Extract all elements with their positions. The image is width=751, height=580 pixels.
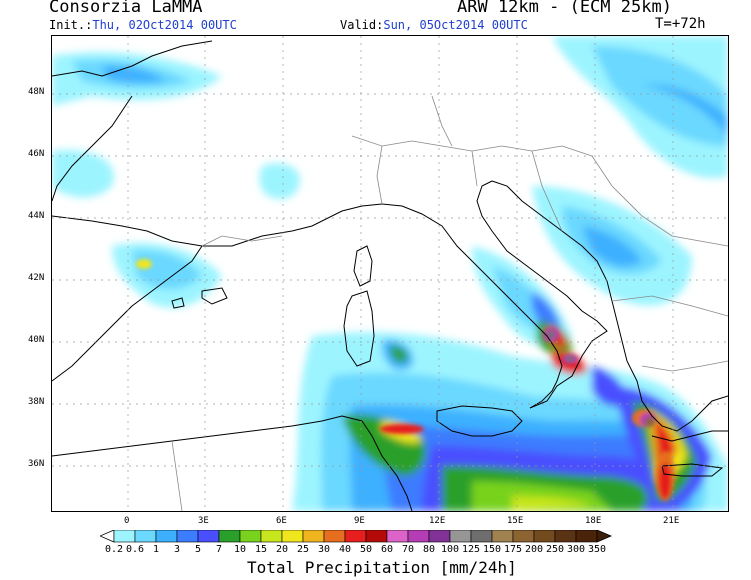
- colorbar-swatch: [575, 530, 598, 543]
- colorbar-swatch: [302, 530, 325, 543]
- colorbar-swatch: [554, 530, 577, 543]
- lat-label: 38N: [28, 397, 45, 407]
- colorbar-swatch: [239, 530, 262, 543]
- colorbar-level-label: 60: [381, 544, 394, 555]
- country-borders: [171, 95, 728, 511]
- colorbar-swatch: [428, 530, 451, 543]
- colorbar-level-label: 175: [504, 544, 523, 555]
- init-value: Thu, 02Oct2014 00UTC: [92, 18, 237, 32]
- map-canvas: [52, 36, 728, 511]
- precip-cores: [136, 259, 675, 501]
- colorbar-swatch: [323, 530, 346, 543]
- lon-label: 0: [124, 516, 130, 526]
- graticule: [52, 36, 728, 511]
- forecast-step: T=+72h: [655, 16, 706, 32]
- colorbar-level-label: 15: [255, 544, 268, 555]
- colorbar-swatch: [176, 530, 199, 543]
- colorbar-level-label: 0.6: [126, 544, 145, 555]
- colorbar-level-label: 300: [567, 544, 586, 555]
- colorbar-title: Total Precipitation [mm/24h]: [247, 558, 517, 577]
- colorbar-level-label: 30: [318, 544, 331, 555]
- colorbar-arrow-left: [100, 530, 115, 543]
- colorbar-swatch: [386, 530, 409, 543]
- colorbar-level-label: 80: [423, 544, 436, 555]
- colorbar-swatch: [197, 530, 220, 543]
- lat-label: 48N: [28, 87, 45, 97]
- lon-label: 18E: [585, 516, 602, 526]
- colorbar-swatch: [365, 530, 388, 543]
- colorbar-level-label: 150: [483, 544, 502, 555]
- valid-value: Sun, 05Oct2014 00UTC: [383, 18, 528, 32]
- lon-label: 6E: [276, 516, 287, 526]
- colorbar-level-label: 20: [276, 544, 289, 555]
- precip-field: [52, 36, 728, 511]
- colorbar-level-label: 350: [588, 544, 607, 555]
- colorbar-level-label: 10: [234, 544, 247, 555]
- lat-label: 42N: [28, 273, 45, 283]
- colorbar-level-label: 3: [174, 544, 181, 555]
- colorbar-level-label: 125: [462, 544, 481, 555]
- colorbar-swatch: [155, 530, 178, 543]
- org-title: Consorzia LaMMA: [49, 0, 203, 17]
- colorbar-level-label: 70: [402, 544, 415, 555]
- lat-label: 36N: [28, 459, 45, 469]
- lon-label: 9E: [354, 516, 365, 526]
- colorbar-level-label: 200: [525, 544, 544, 555]
- colorbar-swatch: [491, 530, 514, 543]
- colorbar-swatch: [533, 530, 556, 543]
- colorbar-level-label: 25: [297, 544, 310, 555]
- colorbar-swatch: [344, 530, 367, 543]
- colorbar: [100, 530, 613, 543]
- colorbar-level-label: 250: [546, 544, 565, 555]
- colorbar-swatch: [407, 530, 430, 543]
- lat-label: 40N: [28, 335, 45, 345]
- lat-label: 46N: [28, 149, 45, 159]
- lon-label: 15E: [507, 516, 524, 526]
- colorbar-swatch: [449, 530, 472, 543]
- precipitation-map: [51, 35, 729, 512]
- colorbar-level-label: 1: [153, 544, 160, 555]
- lon-label: 3E: [198, 516, 209, 526]
- colorbar-level-label: 0.2: [105, 544, 124, 555]
- colorbar-level-label: 5: [195, 544, 202, 555]
- colorbar-swatch: [281, 530, 304, 543]
- model-title: ARW 12km - (ECM 25km): [457, 0, 672, 17]
- colorbar-level-label: 100: [441, 544, 460, 555]
- colorbar-level-label: 50: [360, 544, 373, 555]
- init-label: Init.:: [49, 18, 93, 32]
- init-time: Init.:Thu, 02Oct2014 00UTC: [49, 18, 237, 32]
- valid-time: Valid:Sun, 05Oct2014 00UTC: [340, 18, 528, 32]
- colorbar-arrow-right: [596, 530, 613, 543]
- lon-label: 12E: [429, 516, 446, 526]
- lon-label: 21E: [663, 516, 680, 526]
- colorbar-swatch: [134, 530, 157, 543]
- valid-label: Valid:: [340, 18, 384, 32]
- colorbar-swatch: [512, 530, 535, 543]
- colorbar-swatch: [218, 530, 241, 543]
- coastlines: [52, 40, 728, 511]
- lat-label: 44N: [28, 211, 45, 221]
- colorbar-swatch: [260, 530, 283, 543]
- colorbar-level-label: 40: [339, 544, 352, 555]
- colorbar-swatch: [470, 530, 493, 543]
- colorbar-level-label: 7: [216, 544, 223, 555]
- colorbar-swatch: [113, 530, 136, 543]
